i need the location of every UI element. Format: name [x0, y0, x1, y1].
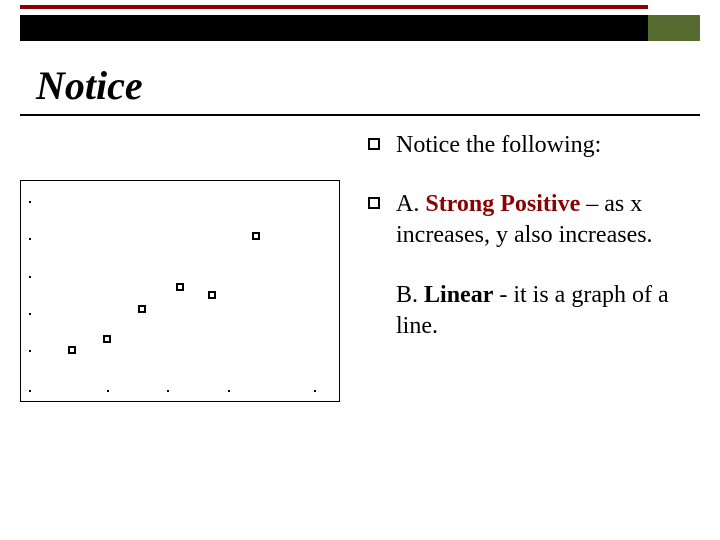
- bullet-text-1: Notice the following:: [396, 130, 601, 161]
- scatter-point: [68, 346, 76, 354]
- tick-dot: [29, 276, 31, 278]
- bullet-square-icon: [368, 197, 380, 209]
- bullet-2-prefix: A.: [396, 191, 425, 217]
- scatter-chart: [20, 180, 340, 402]
- tick-dot: [29, 201, 31, 203]
- bullet-square-icon: [368, 138, 380, 150]
- tick-dot: [107, 390, 109, 392]
- scatter-point: [208, 291, 216, 299]
- top-accent-stripe: [20, 5, 648, 9]
- tick-dot: [29, 313, 31, 315]
- right-column: Notice the following: A. Strong Positive…: [360, 130, 700, 520]
- bullet-item-3: B. Linear - it is a graph of a line.: [368, 280, 700, 342]
- slide-title: Notice: [36, 62, 143, 109]
- bullet-text-2: A. Strong Positive – as x increases, y a…: [396, 189, 700, 251]
- tick-dot: [29, 350, 31, 352]
- scatter-point: [252, 232, 260, 240]
- bullet-item-1: Notice the following:: [368, 130, 700, 161]
- bullet-item-2: A. Strong Positive – as x increases, y a…: [368, 189, 700, 251]
- tick-dot: [29, 390, 31, 392]
- bullet-3-prefix: B.: [396, 282, 424, 308]
- title-underline: [20, 114, 700, 116]
- tick-dot: [314, 390, 316, 392]
- tick-dot: [167, 390, 169, 392]
- top-accent-block: [648, 15, 700, 41]
- scatter-point: [176, 283, 184, 291]
- bullet-text-3: B. Linear - it is a graph of a line.: [396, 280, 700, 342]
- content-area: Notice the following: A. Strong Positive…: [20, 130, 700, 520]
- top-bar: [20, 15, 700, 41]
- tick-dot: [29, 238, 31, 240]
- bullet-2-strong: Strong Positive: [425, 191, 580, 217]
- scatter-point: [103, 335, 111, 343]
- scatter-point: [138, 305, 146, 313]
- left-column: [20, 130, 360, 520]
- bullet-3-strong: Linear: [424, 282, 493, 308]
- tick-dot: [228, 390, 230, 392]
